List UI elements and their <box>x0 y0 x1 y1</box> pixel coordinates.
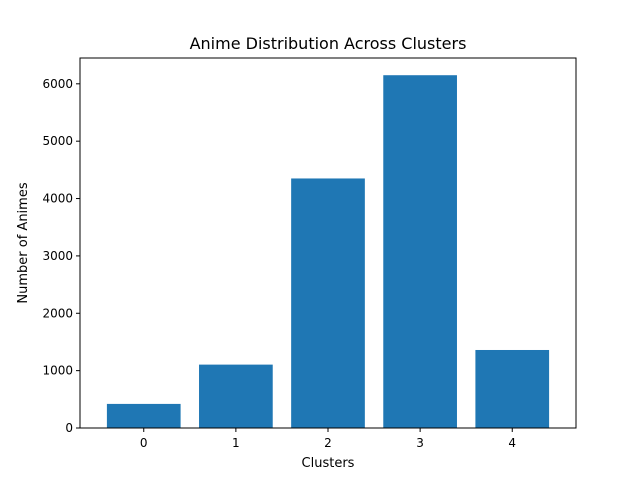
bars-group <box>106 75 550 429</box>
y-tick-label: 6000 <box>42 77 73 91</box>
x-tick-label: 3 <box>416 436 424 450</box>
y-tick-label: 4000 <box>42 192 73 206</box>
y-tick-label: 5000 <box>42 134 73 148</box>
x-tick-label: 4 <box>508 436 516 450</box>
bar-cluster-4 <box>475 349 550 428</box>
y-tick-label: 0 <box>65 421 73 435</box>
x-tick-label: 1 <box>232 436 240 450</box>
y-tick-label: 3000 <box>42 249 73 263</box>
y-tick-label: 1000 <box>42 364 73 378</box>
y-tick-label: 2000 <box>42 306 73 320</box>
y-axis-label: Number of Animes <box>16 182 31 303</box>
bar-cluster-3 <box>383 75 457 429</box>
bar-cluster-0 <box>106 403 181 428</box>
x-tick-label: 0 <box>140 436 148 450</box>
bar-cluster-1 <box>199 364 273 428</box>
chart-title: Anime Distribution Across Clusters <box>190 34 467 53</box>
x-axis-label: Clusters <box>302 456 355 471</box>
x-tick-label: 2 <box>324 436 332 450</box>
y-axis-ticks: 0 1000 2000 3000 4000 5000 6000 <box>42 77 80 435</box>
x-axis-ticks: 0 1 2 3 4 <box>140 428 516 450</box>
bar-cluster-2 <box>291 178 365 428</box>
